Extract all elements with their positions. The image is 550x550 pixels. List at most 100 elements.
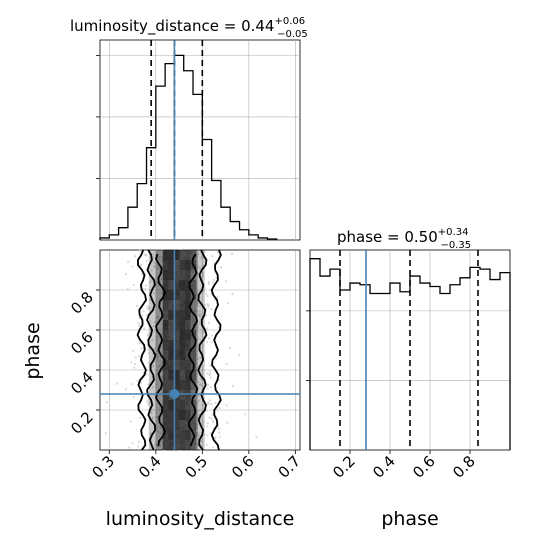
scatter-point (149, 280, 152, 284)
scatter-point (158, 444, 162, 447)
scatter-point (168, 299, 171, 302)
x-axis-label-phase: phase (381, 508, 438, 530)
scatter-point (196, 266, 199, 269)
scatter-point (146, 305, 149, 308)
scatter-point (178, 317, 181, 320)
density-cell (173, 430, 180, 440)
density-cell (162, 300, 169, 310)
luminosity-distance-axes-frame (99, 39, 301, 241)
scatter-point (165, 310, 168, 313)
scatter-point (226, 421, 229, 424)
scatter-point (187, 252, 191, 255)
luminosity-distance-title: luminosity_distance = 0.44+0.06 −0.05 (70, 16, 308, 40)
scatter-point (186, 402, 190, 405)
scatter-point (175, 273, 178, 277)
scatter-point (154, 416, 157, 419)
density-cell (173, 280, 180, 290)
scatter-point (207, 280, 210, 284)
scatter-point (169, 368, 172, 371)
scatter-point (166, 363, 169, 366)
scatter-point (176, 355, 179, 358)
scatter-point (203, 250, 206, 254)
scatter-point (152, 364, 155, 367)
scatter-point (161, 440, 164, 443)
density-cell (162, 320, 169, 330)
density-cell (185, 250, 191, 260)
scatter-point (182, 411, 185, 414)
y-tick-label-phase: 0.4 (67, 368, 97, 398)
scatter-point (211, 254, 214, 258)
scatter-point (180, 267, 183, 270)
scatter-point (163, 377, 166, 381)
density-cell (162, 350, 169, 360)
scatter-point (133, 362, 137, 365)
scatter-point (226, 302, 230, 305)
scatter-point (140, 347, 143, 350)
scatter-point (168, 311, 172, 314)
scatter-point (186, 381, 189, 384)
scatter-point (146, 400, 149, 403)
scatter-point (171, 249, 174, 252)
truth-marker (169, 389, 180, 399)
scatter-point (202, 404, 205, 407)
scatter-point (187, 335, 190, 338)
density-cell (173, 320, 180, 330)
x-tick-label-luminosity-distance: 0.4 (135, 452, 165, 482)
scatter-point (195, 263, 198, 267)
scatter-point (155, 336, 159, 339)
y-axis-label-phase: phase (22, 322, 44, 379)
scatter-point (170, 280, 173, 283)
scatter-point (186, 348, 189, 352)
luminosity-distance-histogram-panel (96, 39, 301, 241)
scatter-point (168, 375, 171, 378)
scatter-point (165, 284, 168, 287)
scatter-point (178, 380, 181, 384)
scatter-point (147, 332, 150, 335)
density-cell (162, 280, 169, 290)
scatter-point (170, 326, 173, 329)
scatter-point (175, 328, 178, 331)
density-cell (190, 320, 197, 330)
scatter-point (164, 351, 167, 355)
density-cell (173, 340, 180, 350)
scatter-point (171, 314, 175, 317)
scatter-point (177, 283, 180, 286)
scatter-point (157, 365, 160, 368)
scatter-point (206, 372, 209, 375)
scatter-point (180, 337, 183, 340)
scatter-point (218, 406, 221, 410)
scatter-point (184, 356, 187, 359)
scatter-point (162, 330, 165, 334)
scatter-point (178, 281, 181, 284)
scatter-point (183, 301, 186, 305)
scatter-point (163, 400, 166, 403)
contour-lines (136, 249, 222, 451)
density-cell (173, 300, 180, 310)
scatter-point (133, 366, 136, 369)
density-cell (168, 350, 174, 360)
scatter-point (175, 441, 178, 444)
scatter-point (140, 273, 144, 276)
scatter-point (168, 322, 171, 326)
scatter-point (158, 298, 161, 301)
scatter-point (163, 333, 166, 336)
scatter-point (147, 398, 150, 401)
scatter-point (163, 253, 166, 256)
density-cell (173, 260, 180, 270)
scatter-point (185, 433, 189, 437)
scatter-point (188, 266, 191, 269)
scatter-point (199, 356, 202, 359)
scatter-point (168, 354, 172, 357)
scatter-point (166, 330, 169, 333)
scatter-point (212, 278, 215, 281)
scatter-point (195, 300, 199, 303)
density-cell (168, 320, 174, 330)
density-cell (162, 400, 169, 410)
scatter-point (185, 430, 188, 433)
scatter-point (178, 252, 182, 255)
scatter-point (145, 314, 148, 317)
density-cell (162, 410, 169, 420)
scatter-point (187, 431, 190, 434)
scatter-point (184, 417, 187, 420)
